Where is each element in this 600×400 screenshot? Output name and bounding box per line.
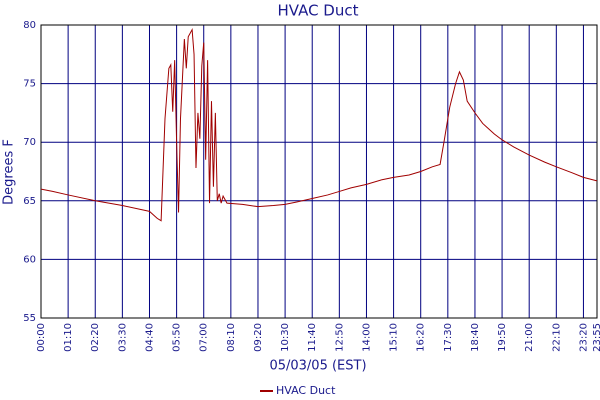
x-tick-label: 00:00 — [36, 323, 47, 352]
x-tick-label: 21:00 — [524, 323, 535, 352]
x-tick-label: 10:30 — [280, 323, 291, 352]
x-tick-label: 23:20 — [578, 323, 589, 352]
x-tick-label: 14:00 — [361, 323, 372, 352]
x-tick-label: 02:20 — [90, 323, 101, 352]
x-tick-label: 04:40 — [144, 323, 155, 352]
x-tick-label: 19:50 — [497, 323, 508, 352]
legend-label: HVAC Duct — [276, 384, 336, 397]
chart-title: HVAC Duct — [277, 2, 358, 20]
x-axis-label: 05/03/05 (EST) — [269, 359, 366, 374]
y-tick-label: 75 — [23, 79, 36, 90]
x-tick-label: 17:30 — [443, 323, 454, 352]
y-tick-label: 65 — [23, 196, 36, 207]
x-tick-label: 07:00 — [199, 323, 210, 352]
x-tick-label: 15:10 — [389, 323, 400, 352]
y-axis-label: Degrees F — [2, 139, 17, 205]
y-tick-label: 80 — [23, 20, 36, 31]
data-line — [40, 27, 598, 222]
x-tick-label: 03:30 — [117, 323, 128, 352]
x-tick-label: 08:10 — [226, 323, 237, 352]
x-tick-label: 05:50 — [172, 323, 183, 352]
x-tick-label: 22:10 — [551, 323, 562, 352]
x-tick-label: 11:40 — [307, 323, 318, 352]
x-tick-label: 01:10 — [63, 323, 74, 352]
x-tick-label: 12:50 — [334, 323, 345, 352]
y-tick-label: 55 — [23, 313, 36, 324]
y-tick-label: 70 — [23, 137, 36, 148]
x-tick-label: 16:20 — [416, 323, 427, 352]
y-tick-label: 60 — [23, 254, 36, 265]
x-tick-label: 23:55 — [592, 323, 600, 352]
x-tick-label: 09:20 — [253, 323, 264, 352]
x-tick-label: 18:40 — [470, 323, 481, 352]
plot-border — [40, 24, 598, 319]
